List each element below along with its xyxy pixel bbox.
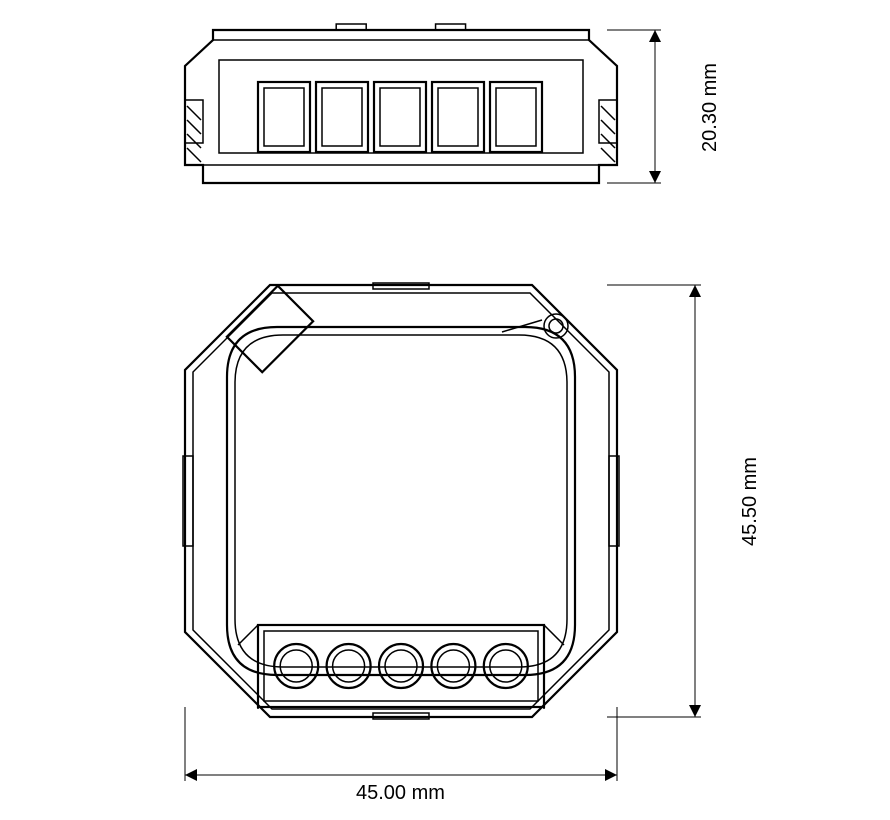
top-view (183, 283, 619, 719)
dim-width-label: 45.00 mm (356, 782, 445, 805)
dim-top-height-label: 45.50 mm (739, 457, 762, 546)
dimension-lines (185, 30, 701, 781)
side-view (185, 24, 617, 183)
drawing-canvas (0, 0, 890, 820)
dim-side-height-label: 20.30 mm (699, 63, 722, 152)
